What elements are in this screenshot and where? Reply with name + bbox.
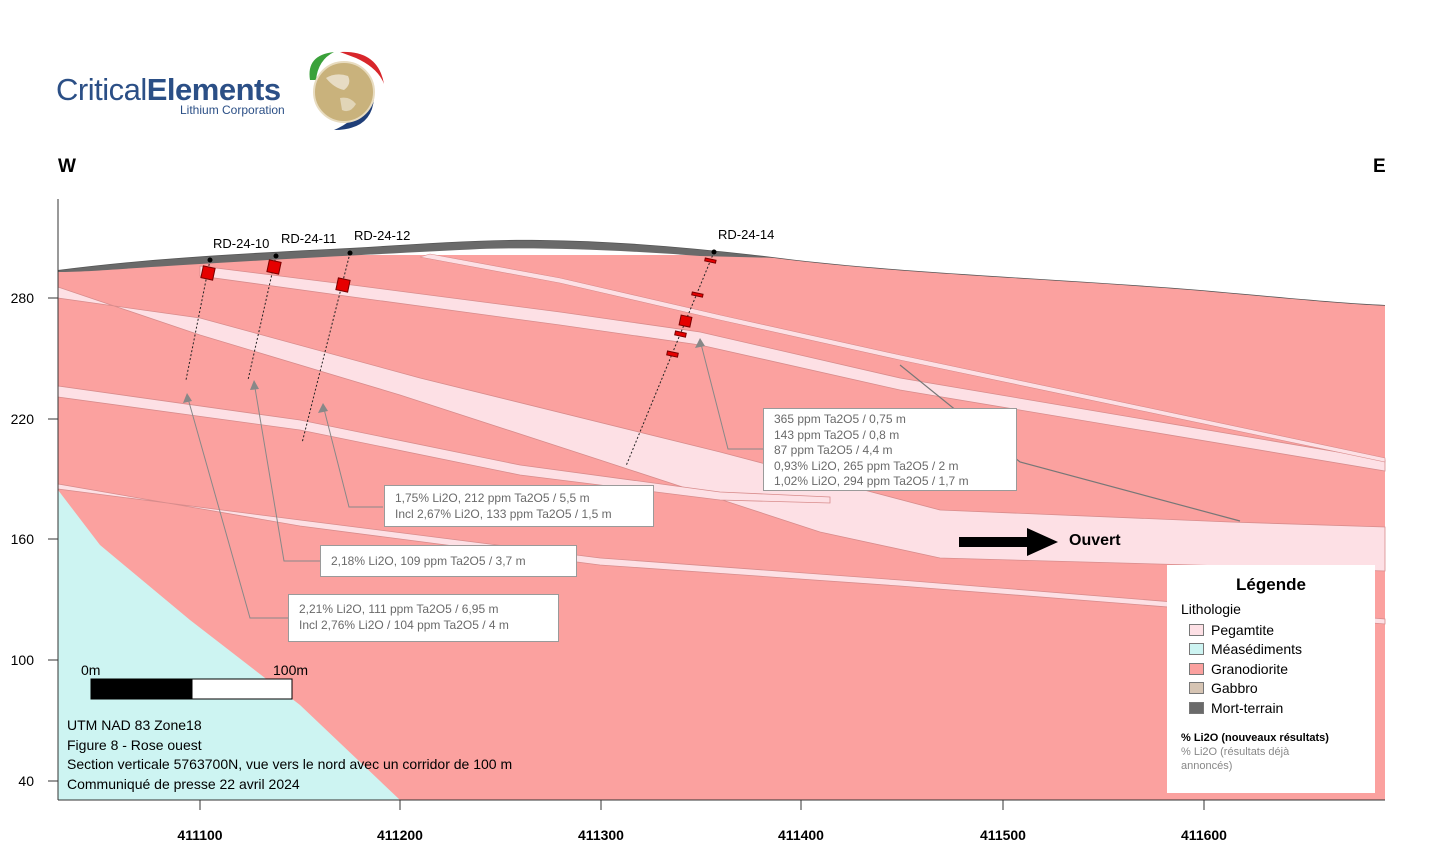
legend-swatch [1189, 701, 1204, 714]
annotation-rd-24-12: 1,75% Li2O, 212 ppm Ta2O5 / 5,5 m Incl 2… [384, 485, 654, 527]
legend-li2o-old: % Li2O (résultats déjà annoncés) [1181, 745, 1290, 772]
y-tick-label: 220 [11, 411, 35, 427]
drillhole-rd-24-11 [247, 255, 277, 381]
x-tick-label: 411400 [778, 827, 824, 843]
intercept-rd-24-14-c [691, 291, 704, 298]
legend-item-metasediments: Méasédiments [1181, 640, 1361, 660]
arrowhead-rd-24-12 [318, 403, 328, 413]
legend-li2o-new: % Li2O (nouveaux résultats) [1181, 731, 1329, 744]
open-label: Ouvert [1069, 532, 1121, 549]
intercept-rd-24-14-a [678, 314, 693, 328]
logo-wordmark: CriticalElements [56, 72, 281, 107]
legend-swatch [1189, 643, 1204, 656]
drillhole-rd-24-14 [625, 251, 715, 467]
sky-area [58, 199, 1385, 305]
leader-rd-24-14 [699, 339, 768, 450]
pegmatite-dyke-main [57, 286, 1386, 572]
collar-rd-24-12 [347, 250, 353, 256]
contact-line [899, 364, 1241, 522]
drillhole-label: RD-24-11 [281, 231, 336, 246]
drillhole-label: RD-24-14 [718, 227, 774, 242]
y-axis-ticks [48, 297, 58, 782]
intercept-rd-24-11 [266, 259, 282, 275]
legend-title: Légende [1236, 575, 1306, 594]
x-tick-label: 411600 [1181, 827, 1227, 843]
annotation-rd-24-10: 2,21% Li2O, 111 ppm Ta2O5 / 6,95 m Incl … [288, 594, 559, 642]
intercept-markers [200, 257, 717, 358]
intercept-rd-24-14-b [704, 257, 717, 264]
leader-rd-24-11 [253, 381, 320, 562]
scale-start-label: 0m [81, 662, 101, 678]
figure-caption: UTM NAD 83 Zone18 Figure 8 - Rose ouest … [67, 717, 513, 792]
west-label: W [58, 156, 76, 177]
collar-rd-24-14 [711, 249, 717, 255]
overburden [58, 239, 780, 272]
arrowhead-rd-24-14 [695, 338, 705, 348]
drillhole-rd-24-10 [185, 259, 211, 381]
x-tick-label: 411200 [377, 827, 423, 843]
metasediment-unit [58, 490, 400, 800]
pegmatite-dyke-upper [199, 265, 1386, 472]
intercept-rd-24-10 [200, 265, 216, 281]
x-axis-ticks [199, 800, 1205, 810]
y-tick-label: 100 [11, 652, 35, 668]
leader-rd-24-10 [186, 394, 288, 619]
leader-rd-24-12 [322, 404, 383, 508]
globe-icon [309, 51, 384, 130]
y-tick-label: 160 [11, 531, 35, 547]
annotation-leaders [186, 339, 768, 619]
legend-item-pegmatite: Pegamtite [1181, 620, 1361, 640]
y-tick-label: 280 [11, 290, 35, 306]
x-tick-label: 411500 [980, 827, 1026, 843]
legend-item-granodiorite: Granodiorite [1181, 659, 1361, 679]
intercept-rd-24-14-d [674, 330, 687, 338]
east-label: E [1373, 156, 1386, 177]
arrowhead-rd-24-10 [183, 393, 192, 403]
arrowhead-rd-24-11 [250, 380, 259, 390]
drillhole-label: RD-24-12 [354, 228, 410, 243]
legend: Légende Lithologie Pegamtite Méasédiment… [1167, 565, 1375, 793]
legend-swatch [1189, 682, 1204, 695]
annotation-rd-24-14: 365 ppm Ta2O5 / 0,75 m 143 ppm Ta2O5 / 0… [763, 408, 1017, 491]
pegmatite-sill-thin [419, 253, 1386, 463]
legend-swatch [1189, 623, 1204, 636]
company-logo: CriticalElements Lithium Corporation [56, 50, 396, 135]
collar-rd-24-11 [273, 253, 279, 259]
y-tick-label: 40 [18, 773, 34, 789]
collar-rd-24-10 [207, 257, 213, 263]
pegmatite-dyke-secondary [57, 385, 831, 504]
intercept-rd-24-12 [335, 277, 351, 293]
scale-end-label: 100m [273, 662, 309, 678]
x-tick-label: 411300 [578, 827, 624, 843]
intercept-rd-24-14-e [666, 350, 679, 358]
logo-subtitle: Lithium Corporation [180, 103, 285, 117]
legend-item-overburden: Mort-terrain [1181, 698, 1361, 718]
leader-arrowheads [183, 338, 705, 413]
collar-markers [207, 249, 717, 263]
annotation-rd-24-11: 2,18% Li2O, 109 ppm Ta2O5 / 3,7 m [320, 545, 577, 577]
legend-item-gabbro: Gabbro [1181, 679, 1361, 699]
scale-bar [90, 678, 293, 700]
legend-swatch [1189, 662, 1204, 675]
open-arrow-icon [959, 528, 1058, 556]
legend-subtitle: Lithologie [1181, 601, 1241, 617]
x-tick-label: 411100 [177, 827, 222, 843]
drillhole-label: RD-24-10 [213, 236, 269, 251]
